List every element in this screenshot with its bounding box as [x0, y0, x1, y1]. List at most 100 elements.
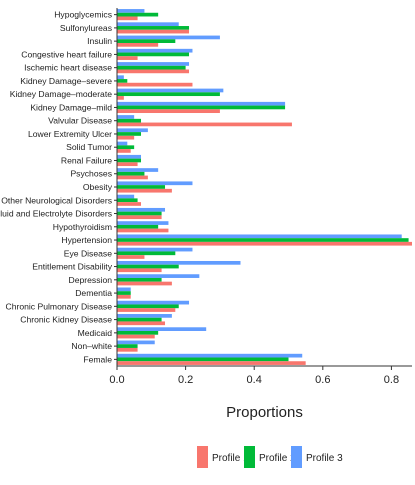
bar-profile-2-26: [117, 357, 289, 362]
bar-profile-3-3: [117, 48, 193, 53]
category-label: Other Neurological Disorders: [1, 195, 112, 205]
legend: Profile 1 Profile 2 Profile 3: [197, 446, 343, 468]
category-label: Depression: [69, 275, 113, 285]
bar-profile-1-9: [117, 135, 135, 140]
bar-profile-1-26: [117, 361, 306, 365]
bar-profile-2-15: [117, 211, 162, 216]
bar-profile-1-17: [117, 241, 412, 246]
bar-profile-2-17: [117, 238, 409, 242]
bar-profile-3-26: [117, 353, 303, 358]
bar-profile-2-13: [117, 185, 166, 189]
bar-profile-2-16: [117, 224, 159, 229]
bar-profile-2-6: [117, 92, 220, 97]
x-axis-title: Proportions: [226, 404, 303, 421]
bar-profile-2-20: [117, 277, 162, 282]
bar-profile-1-3: [117, 56, 138, 60]
category-label: Hypertension: [61, 235, 112, 245]
bar-profile-2-18: [117, 251, 176, 256]
bar-profile-3-16: [117, 221, 169, 225]
category-label: Eye Disease: [64, 248, 112, 258]
bar-profile-2-2: [117, 39, 176, 43]
category-label: Chronic Pulmonary Disease: [5, 301, 112, 311]
bar-profile-2-9: [117, 132, 142, 136]
bar-profile-2-21: [117, 291, 131, 295]
bar-profile-2-5: [117, 79, 128, 83]
bar-profile-2-0: [117, 12, 159, 17]
category-labels: Hypoglycemics Sulfonylureas Insulin Congest…: [0, 10, 117, 364]
bar-profile-3-24: [117, 327, 207, 331]
x-tick-label: 0.2: [178, 374, 193, 386]
bar-profile-1-7: [117, 109, 220, 114]
bar-profile-1-1: [117, 29, 190, 34]
category-label: Congestive heart failure: [21, 49, 112, 59]
category-label: Psychoses: [70, 169, 112, 179]
category-label: Chronic Kidney Disease: [20, 315, 112, 325]
bar-profile-2-25: [117, 344, 138, 348]
bar-profile-1-25: [117, 347, 138, 352]
bar-profile-1-0: [117, 16, 138, 21]
bar-profile-3-19: [117, 260, 241, 265]
category-label: Renal Failure: [61, 155, 112, 165]
legend-label: Profile 3: [306, 453, 343, 464]
bar-profile-1-13: [117, 188, 172, 193]
category-label: Fluid and Electrolyte Disorders: [0, 209, 112, 219]
bar-profile-2-1: [117, 26, 190, 30]
bar-profile-3-1: [117, 22, 179, 27]
category-label: Medicaid: [78, 328, 113, 338]
x-tick-label: 0.8: [384, 374, 399, 386]
legend-label: Profile 1: [212, 453, 249, 464]
bar-profile-3-21: [117, 287, 131, 292]
category-label: Ischemic heart disease: [24, 63, 112, 73]
bar-profile-1-16: [117, 228, 169, 233]
category-label: Hypoglycemics: [54, 10, 112, 20]
bar-profile-1-20: [117, 281, 172, 286]
bar-profile-2-11: [117, 158, 142, 163]
bar-profile-2-14: [117, 198, 138, 203]
legend-label: Profile 2: [259, 453, 296, 464]
bar-profile-3-6: [117, 88, 224, 93]
bar-profile-2-24: [117, 331, 159, 335]
category-label: Entitlement Disability: [32, 262, 112, 272]
bar-profile-3-20: [117, 274, 200, 278]
legend-swatch-profile-3: [291, 446, 302, 468]
bar-profile-1-21: [117, 294, 131, 299]
x-tick-label: 0.6: [315, 374, 330, 386]
bar-profile-3-18: [117, 247, 193, 252]
bar-profile-3-8: [117, 115, 135, 119]
bar-profile-3-15: [117, 207, 166, 212]
bar-profile-1-15: [117, 215, 162, 220]
bar-profile-1-24: [117, 334, 155, 339]
bar-profile-3-11: [117, 154, 142, 159]
category-label: Non–white: [71, 341, 112, 351]
category-label: Sulfonylureas: [60, 23, 112, 33]
bar-profile-3-9: [117, 128, 148, 133]
category-label: Female: [83, 354, 112, 364]
category-label: Obesity: [83, 182, 113, 192]
x-axis-ticks: 0.0 0.2 0.4 0.6 0.8: [109, 366, 399, 386]
bar-profile-3-4: [117, 62, 190, 66]
bar-profile-2-23: [117, 317, 162, 322]
legend-swatch-profile-2: [244, 446, 255, 468]
bar-profile-2-22: [117, 304, 179, 309]
bar-profile-1-2: [117, 43, 159, 47]
category-label: Kidney Damage–severe: [20, 76, 112, 86]
bar-profile-1-4: [117, 69, 190, 74]
bar-profile-3-10: [117, 141, 128, 146]
category-label: Kidney Damage–mild: [30, 102, 112, 112]
bar-profile-1-10: [117, 149, 131, 153]
category-label: Hypothyroidism: [53, 222, 112, 232]
bar-profile-1-23: [117, 321, 166, 326]
bar-profile-3-0: [117, 9, 145, 13]
legend-swatch-profile-1: [197, 446, 208, 468]
bar-profile-3-13: [117, 181, 193, 186]
bar-profile-1-5: [117, 82, 193, 87]
x-tick-label: 0.4: [247, 374, 262, 386]
bar-profile-2-10: [117, 145, 135, 150]
bar-profile-2-4: [117, 65, 186, 70]
bar-profile-3-25: [117, 340, 155, 345]
category-label: Valvular Disease: [48, 116, 112, 126]
bar-profile-3-14: [117, 194, 135, 199]
bar-profile-1-19: [117, 268, 162, 273]
bar-profile-3-5: [117, 75, 124, 80]
